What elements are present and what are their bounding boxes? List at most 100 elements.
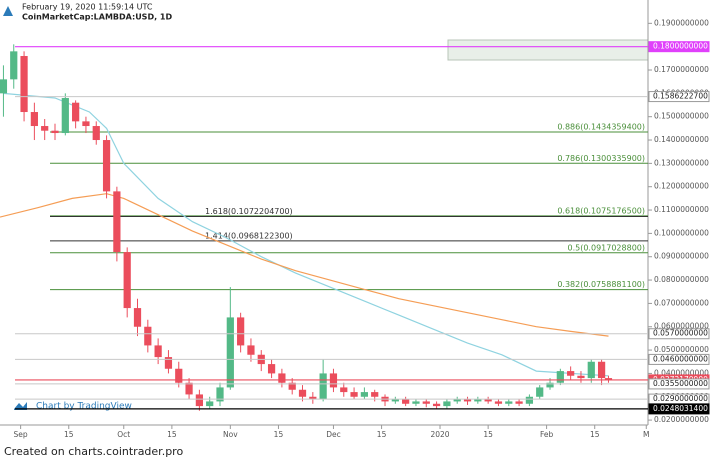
candle-body [577,375,585,379]
moving-average [3,92,609,377]
candle-body [102,140,111,192]
candle-body [154,345,162,358]
candle-body [391,399,399,402]
candle-body [371,392,379,397]
candle-body [133,308,142,327]
x-tick-label: Feb [540,430,554,439]
candle-body [92,126,100,141]
candle-body [402,399,410,404]
fib-level-label: 0.5(0.0917028800) [568,243,646,252]
price-level-label: 0.0355000000 [653,379,708,388]
candle-body [432,403,441,407]
axis-layer: 0.02000000000.03000000000.04000000000.05… [14,18,710,439]
y-tick-label: 0.0500000000 [654,345,709,354]
candle-body [474,399,482,402]
candle-body [597,361,606,379]
candle-body [72,102,80,122]
candle-body [453,399,461,402]
candle-body [587,361,595,379]
x-tick-label: 15 [64,430,74,439]
y-tick-label: 0.1400000000 [654,135,709,144]
price-level-box [648,353,710,365]
y-tick-label: 0.0200000000 [654,415,709,424]
candle-body [567,371,575,376]
fib-level-label: 0.786(0.1300335900) [557,154,645,163]
candle-body [195,394,203,407]
y-tick-label: 0.1700000000 [654,65,709,74]
y-tick-label: 0.1200000000 [654,182,709,191]
range-box [447,39,649,61]
chart-title: February 19, 2020 11:59:14 UTC [22,3,153,12]
candle-body [319,373,327,400]
y-tick-label: 0.0800000000 [654,275,709,284]
watermark: Chart by TradingView [14,402,132,412]
chart-subtitle: CoinMarketCap:LAMBDA:USD, 1D [22,13,172,22]
candle-body [412,401,420,404]
header: February 19, 2020 11:59:14 UTC CoinMarke… [3,3,172,22]
price-level-box [648,378,710,390]
x-tick-label: 15 [483,430,493,439]
price-level-box [648,328,710,340]
price-level-box [648,403,710,415]
logo-icon [3,6,13,16]
fib-level-label: 1.414(0.0968122300) [205,231,293,240]
price-level-label: 0.1800000000 [653,42,708,51]
x-tick-label: 2020 [430,430,449,439]
candle-body [144,326,152,346]
price-level-box [648,91,710,103]
x-tick-label: M [643,430,649,439]
price-level-label: 0.0290000000 [653,394,708,403]
candle-body [525,396,534,404]
candle-body [267,364,276,374]
candle-body [298,389,307,397]
candle-body [515,401,523,404]
candle-body [422,401,430,404]
x-tick-label: 15 [274,430,284,439]
candle-body [20,56,28,113]
y-tick-label: 0.0900000000 [654,252,709,261]
price-level-label: 0.0570000000 [653,329,708,338]
fib-level-label: 0.382(0.0758881100) [557,280,645,289]
x-tick-label: Nov [223,430,238,439]
candle-body [175,368,183,383]
watermark-text: Chart by TradingView [36,402,132,412]
price-level-box [648,41,710,53]
candle-body [340,387,348,393]
candle-body [41,126,49,131]
candle-body [10,51,18,80]
candle-body [443,401,451,407]
candle-body [216,387,224,402]
candle-body [350,392,358,397]
y-tick-label: 0.0600000000 [654,322,709,331]
candle-body [505,401,513,404]
candle-body [360,392,369,397]
candle-body [546,382,554,388]
x-tick-label: 15 [377,430,387,439]
candle-body [113,191,121,253]
candle-body [309,396,317,400]
y-tick-label: 0.1100000000 [654,205,709,214]
x-tick-label: Dec [326,430,341,439]
plot-layer: 0.886(0.1434359400) 0.786(0.1300335900) 0.… [0,44,648,411]
price-level-label: 0.0460000000 [653,354,708,363]
candle-body [61,98,69,134]
footer: Created on charts.cointrader.pro [4,445,183,458]
x-tick-label: 15 [590,430,600,439]
candle-body [206,401,214,407]
candle-body [463,399,472,402]
candle-body [536,387,544,397]
candle-body [278,373,286,383]
candle-body [164,357,173,369]
candle-body [247,345,255,355]
price-level-label: 0.0248031400 [653,404,708,413]
fib-level-label: 0.886(0.1434359400) [557,123,645,132]
watermark-icon [14,402,27,410]
candle-body [604,378,613,380]
candle-body [237,317,245,346]
candle-body [0,79,8,94]
y-tick-label: 0.1500000000 [654,112,709,121]
y-tick-label: 0.1900000000 [654,18,709,27]
candle-body [185,382,193,395]
fib-level-label: 1.618(0.1072204700) [205,207,293,216]
